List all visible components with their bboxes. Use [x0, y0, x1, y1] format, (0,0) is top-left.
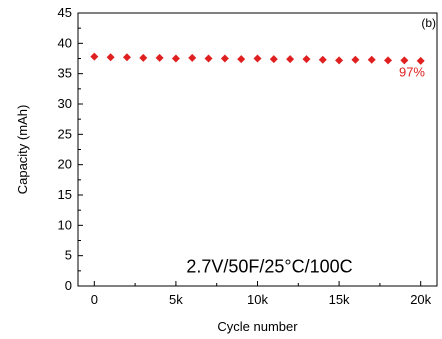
data-point — [384, 56, 393, 65]
data-point — [188, 53, 197, 62]
x-tick-label: 5k — [169, 292, 183, 307]
y-tick-label: 5 — [65, 248, 72, 263]
y-tick-label: 0 — [65, 278, 72, 293]
data-point — [171, 54, 180, 63]
data-point — [318, 55, 327, 64]
data-point — [237, 55, 246, 64]
x-tick-label: 0 — [91, 292, 98, 307]
x-tick-label: 20k — [410, 292, 431, 307]
data-point — [351, 55, 360, 64]
y-axis-ticks: 0 5 10 15 20 25 30 35 40 45 — [58, 5, 83, 293]
data-points — [90, 52, 425, 65]
retention-label: 97% — [399, 65, 425, 80]
y-axis-title: Capacity (mAh) — [15, 105, 30, 195]
y-tick-label: 25 — [58, 126, 72, 141]
x-tick-label: 10k — [247, 292, 268, 307]
y-tick-label: 20 — [58, 157, 72, 172]
x-axis-title: Cycle number — [217, 319, 298, 334]
data-point — [122, 53, 131, 62]
y-tick-label: 30 — [58, 96, 72, 111]
data-point — [335, 56, 344, 65]
data-point — [367, 55, 376, 64]
y-tick-label: 10 — [58, 217, 72, 232]
data-point — [400, 56, 409, 65]
data-point — [139, 53, 148, 62]
y-tick-label: 35 — [58, 66, 72, 81]
data-point — [253, 54, 262, 63]
data-point — [90, 52, 99, 61]
y-tick-label: 40 — [58, 35, 72, 50]
panel-label: (b) — [421, 16, 436, 30]
data-point — [269, 55, 278, 64]
y-tick-label: 45 — [58, 5, 72, 20]
data-point — [286, 55, 295, 64]
y-tick-label: 15 — [58, 187, 72, 202]
conditions-label: 2.7V/50F/25°C/100C — [186, 257, 352, 277]
data-point — [204, 54, 213, 63]
data-point — [416, 56, 425, 65]
x-axis-ticks: 0 5k 10k 15k 20k — [91, 281, 432, 307]
data-point — [302, 55, 311, 64]
data-point — [155, 53, 164, 62]
x-tick-label: 15k — [329, 292, 350, 307]
plot-frame — [77, 12, 438, 287]
data-point — [220, 54, 229, 63]
data-point — [106, 53, 115, 62]
